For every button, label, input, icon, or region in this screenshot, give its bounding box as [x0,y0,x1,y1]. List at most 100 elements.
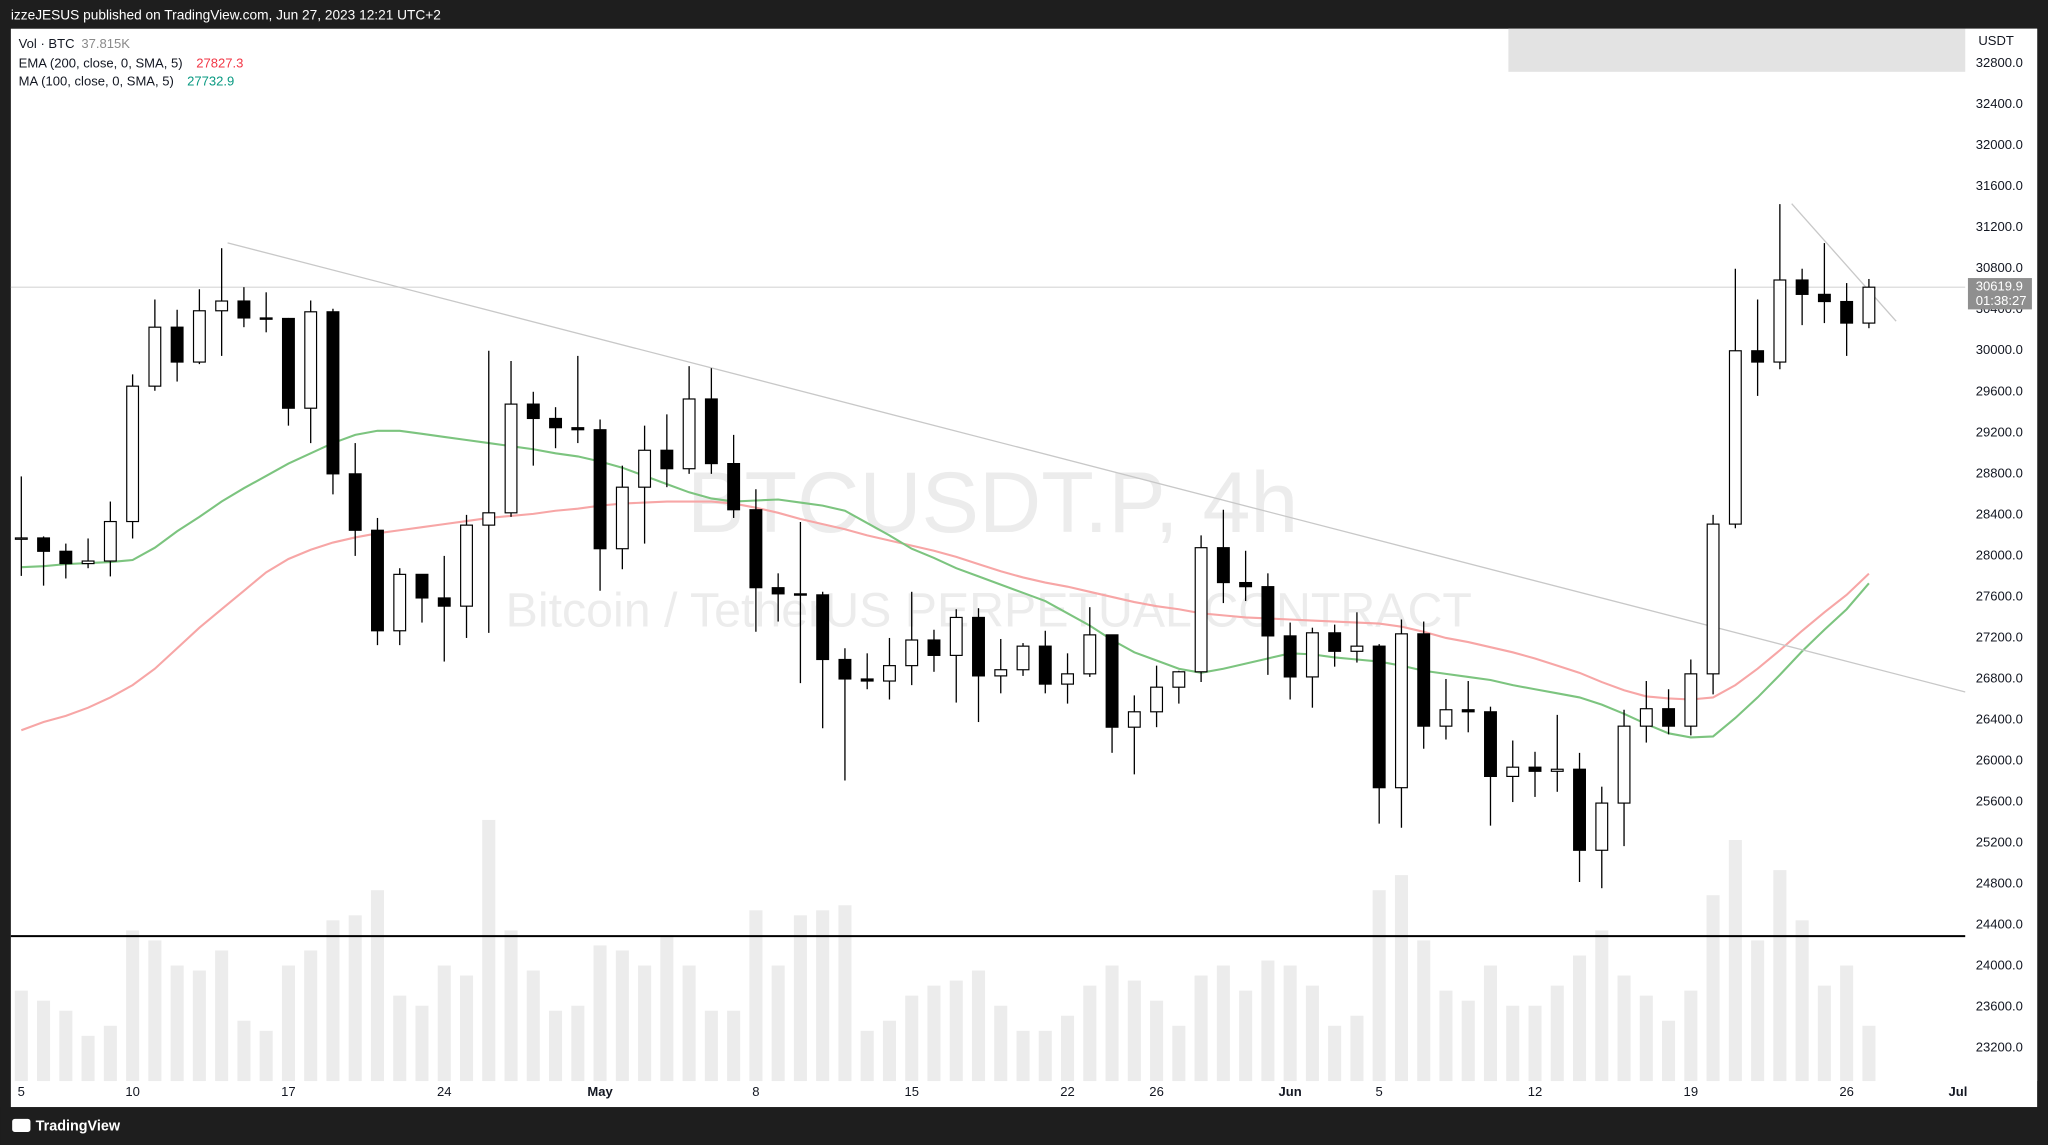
y-tick-label: 30800.0 [1976,260,2023,275]
candle-body [1394,633,1408,789]
volume-bar [304,950,318,1082]
y-tick-label: 26000.0 [1976,752,2023,767]
candle-body [1305,632,1319,678]
volume-bar [860,1030,874,1082]
candle-body [393,573,407,632]
x-tick-label: 24 [437,1084,452,1099]
volume-bar [1417,940,1431,1082]
candle-body [660,449,674,470]
volume-bar [571,1005,585,1082]
y-tick-label: 32800.0 [1976,55,2023,70]
volume-bar [905,995,919,1082]
volume-bar [148,940,162,1082]
candle-body [1350,645,1364,652]
candle-body [927,639,941,656]
y-tick-label: 28800.0 [1976,465,2023,480]
y-tick-label: 23200.0 [1976,1040,2023,1055]
footer [0,1107,2048,1145]
volume-bar [504,930,518,1082]
y-tick-label: 24000.0 [1976,958,2023,973]
volume-bar [682,965,696,1082]
x-tick-label: 10 [125,1084,140,1099]
x-tick-label: 26 [1149,1084,1164,1099]
candle-body [1817,293,1831,303]
candle-body [14,537,28,540]
volume-bar [459,975,474,1082]
candle-body [749,509,763,589]
volume-bar [1038,1030,1052,1082]
volume-bar [1394,875,1408,1082]
x-tick-label: 19 [1684,1084,1699,1099]
candle-body [1372,645,1386,789]
volume-bar [37,1000,51,1082]
candle-body [304,311,318,409]
y-axis: 23200.0 23600.0 24000.0 24400.0 24800.0 25200… [1976,55,2023,1055]
volume-bar [348,915,362,1082]
volume-bar [1216,965,1230,1082]
volume-bar [1684,990,1698,1082]
x-tick-label: 5 [1376,1084,1383,1099]
volume-bar [1283,965,1297,1082]
legend-name: EMA (200, close, 0, SMA, 5) [19,55,183,70]
volume-bar [81,1035,95,1082]
candle-body [1172,671,1186,688]
volume-bar [215,950,229,1082]
candle-body [1840,300,1854,324]
volume-bar [1773,870,1787,1082]
volume-bar [549,1010,563,1082]
volume-bar [192,970,206,1082]
volume-bar [126,930,140,1082]
candle-body [1083,634,1097,675]
volume-bar [1862,1025,1876,1082]
candle-body [437,597,451,607]
volume-bar [393,995,407,1082]
volume-bar [1506,1005,1520,1082]
candle-body [1706,523,1720,675]
volume-bar [660,935,674,1082]
candle-body [905,639,919,667]
y-tick-label: 27600.0 [1976,588,2023,603]
candle-body [1528,766,1542,772]
volume-bar [1817,985,1831,1082]
candle-body [1328,632,1342,652]
volume-bar [281,965,295,1082]
candle-body [371,529,384,632]
legend-name: MA (100, close, 0, SMA, 5) [19,74,174,89]
volume-bar [1150,1000,1164,1082]
chart-area [10,28,2038,1108]
volume-bar [1528,1005,1542,1082]
y-tick-label: 30000.0 [1976,342,2023,357]
volume-bar [816,910,830,1082]
candle-body [549,417,563,429]
candle-body [1105,634,1119,728]
candle-body [281,317,295,409]
candle-body [1751,350,1765,363]
candle-body [1684,673,1698,727]
volume-bar [1372,890,1386,1082]
candle-body [526,403,540,420]
legend: Vol · BTC 37.815K EMA (200, close, 0, SM… [19,36,244,89]
volume-bar [1662,1020,1676,1082]
logo-mark [12,1118,31,1132]
candle-body [793,593,807,596]
candle-body [1639,708,1653,727]
volume-bar [1194,975,1208,1082]
candle-body [771,587,785,595]
volume-bar [1795,920,1809,1082]
info-box [1508,28,1966,72]
volume-bar [593,945,607,1082]
candle-body [170,326,184,363]
candle-body [1016,645,1030,671]
candle-body [571,427,585,431]
x-tick-label: Jul [1949,1084,1968,1099]
volume-bar [14,990,28,1082]
watermark-title: BTCUSDT.P, 4h [687,455,1298,551]
candle-body [704,398,718,465]
y-tick-label: 28400.0 [1976,506,2023,521]
candle-body [415,573,429,599]
volume-bar [1127,980,1141,1082]
y-tick-label: 24400.0 [1976,917,2023,932]
candle-body [1439,709,1453,727]
